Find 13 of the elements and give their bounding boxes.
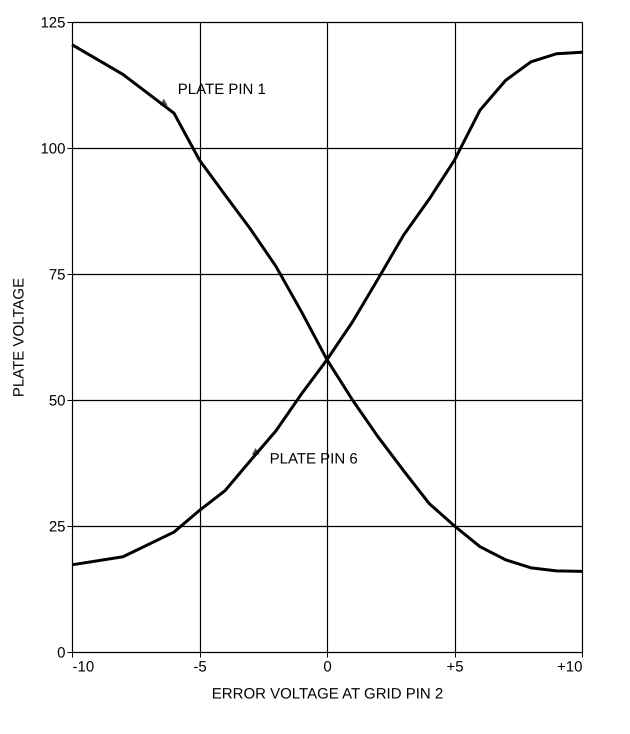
y-tick-label: 125: [40, 14, 66, 32]
y-tick-label: 75: [48, 266, 66, 284]
x-tick-label: 0: [323, 658, 332, 676]
y-tick-label: 0: [57, 644, 66, 662]
y-tick-label: 100: [40, 140, 66, 158]
y-axis-title: PLATE VOLTAGE: [10, 278, 28, 398]
x-tick-label: -10: [72, 658, 94, 676]
x-tick-label: +10: [557, 658, 582, 676]
x-axis-title: ERROR VOLTAGE AT GRID PIN 2: [212, 686, 444, 702]
y-tick-label: 25: [48, 518, 66, 536]
y-tick-label: 50: [48, 392, 66, 410]
x-tick-label: +5: [446, 658, 464, 676]
x-tick-label: -5: [193, 658, 207, 676]
